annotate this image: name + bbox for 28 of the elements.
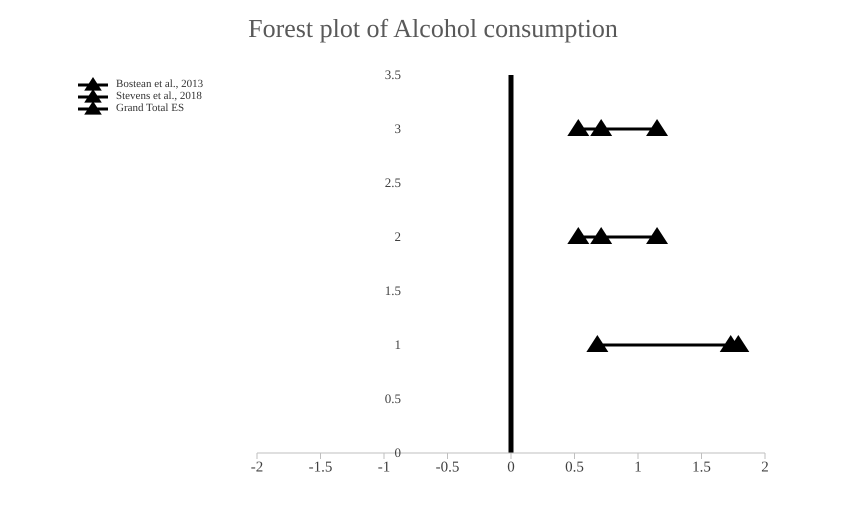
- point: [586, 335, 608, 352]
- x-tick-label: 0: [507, 460, 515, 476]
- point: [567, 119, 590, 136]
- y-tick-label: 1.5: [384, 283, 401, 298]
- point: [590, 119, 612, 136]
- x-tick-label: -2: [250, 460, 264, 476]
- y-tick-label: 1: [394, 337, 401, 352]
- y-tick-label: 2.5: [384, 175, 401, 190]
- point: [646, 227, 668, 244]
- x-tick-label: 0.5: [565, 460, 584, 476]
- legend-label: Grand Total ES: [116, 102, 184, 114]
- y-tick-label: 3: [394, 121, 401, 136]
- legend-label: Bostean et al., 2013: [116, 78, 204, 90]
- chart-title: Forest plot of Alcohol consumption: [247, 14, 619, 44]
- x-tick-label: -0.5: [436, 460, 460, 476]
- x-tick-label: -1: [378, 460, 390, 476]
- y-tick-label: 3.5: [384, 67, 401, 82]
- x-tick-label: 2: [761, 460, 769, 476]
- y-tick-label: 0: [394, 445, 401, 460]
- y-tick-label: 2: [394, 229, 401, 244]
- point: [567, 227, 590, 244]
- point: [646, 119, 668, 136]
- x-tick-label: 1.5: [692, 460, 711, 476]
- x-tick-label: 1: [634, 460, 642, 476]
- legend-label: Stevens et al., 2018: [116, 90, 202, 102]
- x-tick-label: -1.5: [308, 460, 332, 476]
- point: [590, 227, 612, 244]
- y-tick-label: 0.5: [384, 391, 401, 406]
